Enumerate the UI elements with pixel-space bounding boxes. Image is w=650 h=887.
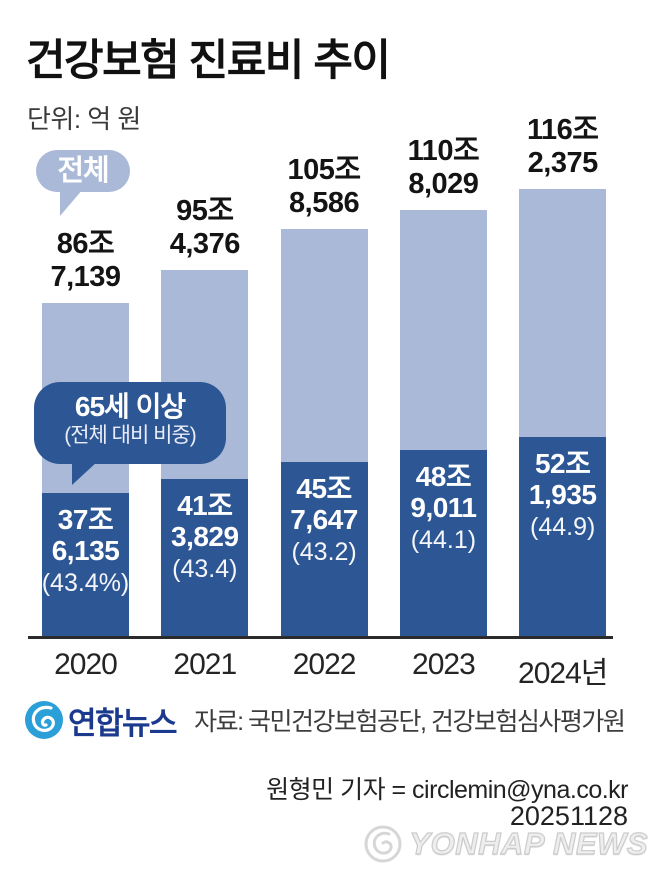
watermark-text: YONHAP NEWS: [409, 825, 648, 861]
year-label: 2021: [173, 648, 237, 681]
bar-senior-label-line: 9,011: [410, 491, 477, 523]
bar-chart: 86조 7,139 37조 6,135 (43.4%) 95조 4,376 41조 3,829(…: [11, 114, 638, 639]
bar-senior-label-line: (44.1): [410, 525, 477, 554]
bar-senior-label-line: 45조: [296, 472, 352, 504]
year-label: 2023: [412, 648, 476, 681]
bar-senior-label-line: (43.2): [291, 537, 357, 566]
bar-senior-label-line: 7,647: [290, 503, 358, 535]
bar-senior-label: 48조 9,011 (44.1): [368, 461, 518, 555]
bar-senior-label: 52조 1,935 (44.9): [488, 448, 638, 542]
bar-senior-label-line: (43.4%): [41, 569, 130, 598]
reporter-credit: 원형민 기자 = circlemin@yna.co.kr: [266, 776, 628, 804]
bar-total-label-line: 95조: [176, 194, 234, 227]
bar-senior-label-line: 3,829: [171, 520, 239, 552]
bar-senior-label-line: 41조: [177, 489, 233, 521]
bar-senior-segment: [399, 449, 487, 639]
bar-total-label: 116조 2,375: [488, 114, 638, 180]
plot-area: 86조 7,139 37조 6,135 (43.4%) 95조 4,376 41조 3,829(…: [11, 114, 638, 639]
bar-senior-label-line: 6,135: [51, 535, 120, 567]
bar-senior-label-line: 48조: [415, 460, 472, 492]
bar-senior-label-line: (43.4): [172, 554, 238, 583]
yonhap-logo-icon: [25, 701, 63, 739]
total-series-badge: 전체: [36, 150, 130, 192]
bar-total-label-line: 110조: [407, 135, 480, 168]
bar-total-label-line: 86조: [56, 228, 115, 261]
bar-senior-label-line: (44.9): [530, 513, 596, 541]
bar-total-label-line: 7,139: [50, 261, 121, 294]
bar-senior-label: 41조 3,829 (43.4): [130, 490, 280, 584]
bar-senior-segment: [42, 493, 129, 639]
yonhap-watermark-icon: [364, 825, 402, 863]
year-label: 2022: [292, 648, 357, 681]
bar-total-label-line: 8,029: [408, 168, 479, 201]
bar-senior-label-line: 37조: [57, 504, 114, 536]
x-axis-line: [28, 636, 613, 639]
bar-total-label: 86조 7,139: [11, 228, 161, 294]
page-title: 건강보험 진료비 추이: [26, 37, 391, 85]
senior-series-badge-title: 65세 이상: [74, 391, 186, 422]
senior-series-badge: 65세 이상 (전체 대비 비중): [34, 382, 226, 464]
date-stamp: 20251128: [509, 801, 628, 831]
bar-senior-label: 37조 6,135 (43.4%): [11, 504, 161, 598]
bar-senior-label: 45조 7,647 (43.2): [249, 473, 399, 567]
bar-total-label-line: 105조: [287, 154, 362, 187]
bar-total-label: 110조 8,029: [368, 135, 518, 201]
bar-senior-segment: [161, 478, 249, 639]
watermark: YONHAP NEWS: [363, 824, 648, 864]
unit-label: 단위: 억 원: [27, 104, 141, 134]
x-axis-labels: 2020 2021 2022 2023 2024년: [0, 648, 650, 690]
bar-senior-segment: [519, 437, 607, 639]
bar-senior-label-line: 52조: [534, 448, 591, 479]
year-label: 2024년: [518, 657, 608, 690]
senior-series-badge-subtitle: (전체 대비 비중): [64, 424, 197, 447]
total-series-badge-tail: [60, 189, 83, 216]
bar-total-label-line: 116조: [526, 114, 599, 147]
year-label: 2020: [54, 648, 118, 681]
bar-senior-label-line: 1,935: [528, 479, 597, 510]
bar-total-label-line: 2,375: [527, 147, 599, 180]
agency-name: 연합뉴스: [68, 705, 178, 741]
source-text: 자료: 국민건강보험공단, 건강보험심사평가원: [194, 708, 626, 736]
bar-total-label: 105조 8,586: [249, 154, 399, 220]
bar-total-label: 95조 4,376: [130, 195, 280, 261]
bar-total-label-line: 8,586: [289, 187, 360, 220]
bar-senior-segment: [280, 461, 368, 639]
bar-total-label-line: 4,376: [169, 227, 241, 260]
senior-series-badge-tail: [72, 461, 98, 485]
footer-source-row: 연합뉴스 자료: 국민건강보험공단, 건강보험심사평가원: [24, 698, 644, 742]
